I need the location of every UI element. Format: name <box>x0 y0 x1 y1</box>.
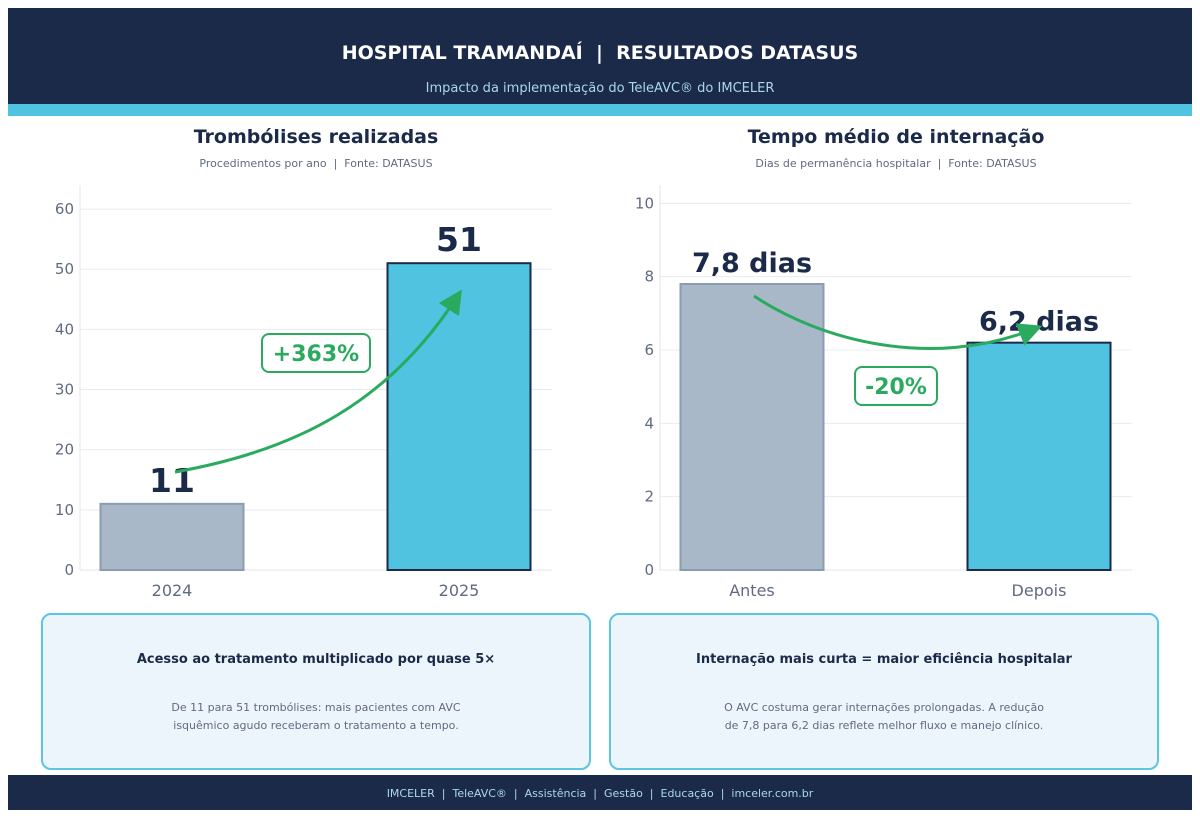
y-tick-label: 40 <box>55 320 74 338</box>
chart1-subtitle: Procedimentos por ano | Fonte: DATASUS <box>199 157 433 170</box>
annotation-box <box>261 333 371 373</box>
insight-card-2: Internação mais curta = maior eficiência… <box>609 613 1159 770</box>
y-tick-label: 30 <box>55 381 74 399</box>
y-tick-label: 10 <box>635 194 654 212</box>
y-tick-label: 0 <box>644 561 654 579</box>
y-tick-label: 10 <box>55 501 74 519</box>
page-title: HOSPITAL TRAMANDAÍ | RESULTADOS DATASUS <box>341 42 859 64</box>
y-tick-label: 4 <box>644 414 654 432</box>
bar-2025 <box>386 262 532 571</box>
y-tick-label: 50 <box>55 260 74 278</box>
card-body: O AVC costuma gerar internações prolonga… <box>724 701 1044 732</box>
insight-card-1: Acesso ao tratamento multiplicado por qu… <box>41 613 591 770</box>
growth-arrow <box>174 289 462 474</box>
x-tick-label: Depois <box>1012 581 1067 600</box>
bar-Depois <box>966 341 1112 571</box>
x-tick-label: 2025 <box>439 581 480 600</box>
annotation-label: +363% <box>273 342 359 367</box>
bar-2024 <box>99 502 245 571</box>
change-arrow <box>753 294 1043 350</box>
annotation-box <box>854 366 938 406</box>
y-tick-label: 60 <box>55 200 74 218</box>
y-tick-label: 6 <box>644 341 654 359</box>
data-label: 51 <box>436 220 482 259</box>
data-label: 6,2 dias <box>979 307 1099 338</box>
x-tick-label: Antes <box>729 581 775 600</box>
header-accent-strip <box>8 104 1192 116</box>
chart1-title: Trombólises realizadas <box>193 126 439 148</box>
y-tick-label: 2 <box>644 488 654 506</box>
page-subtitle: Impacto da implementação do TeleAVC® do … <box>425 81 775 96</box>
data-label: 7,8 dias <box>692 248 812 279</box>
y-tick-label: 20 <box>55 441 74 459</box>
chart2-subtitle: Dias de permanência hospitalar | Fonte: … <box>755 157 1037 170</box>
card-heading: Acesso ao tratamento multiplicado por qu… <box>136 652 496 667</box>
y-tick-label: 8 <box>644 268 654 286</box>
footer: IMCELER | TeleAVC® | Assistência | Gestã… <box>8 775 1192 810</box>
annotation-label: -20% <box>865 375 927 400</box>
x-tick-label: 2024 <box>152 581 193 600</box>
y-tick-label: 0 <box>64 561 74 579</box>
data-label: 11 <box>149 461 195 500</box>
chart2-title: Tempo médio de internação <box>747 126 1045 148</box>
card-body: De 11 para 51 trombólises: mais paciente… <box>171 701 461 732</box>
header-bar <box>8 8 1192 104</box>
bar-Antes <box>679 283 825 571</box>
card-heading: Internação mais curta = maior eficiência… <box>696 652 1072 667</box>
